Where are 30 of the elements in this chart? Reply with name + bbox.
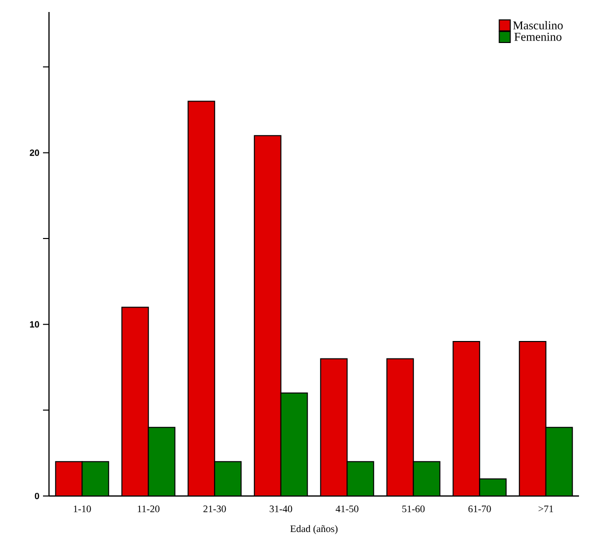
legend-label: Femenino: [514, 32, 562, 41]
x-tick-label: >71: [538, 506, 554, 512]
x-tick-label: 41-50: [336, 506, 358, 512]
x-tick-label: 21-30: [203, 506, 226, 512]
bar: [545, 426, 573, 496]
bar: [56, 462, 82, 496]
x-axis-title: Edad (años): [290, 525, 338, 534]
bar: [453, 342, 480, 496]
bar: [320, 358, 348, 496]
bar: [148, 427, 175, 496]
x-tick-label: 31-40: [270, 506, 292, 512]
bar: [386, 358, 414, 496]
bar: [188, 101, 215, 496]
bar: [280, 393, 308, 496]
x-tick-label: 1-10: [74, 506, 91, 512]
bar: [214, 462, 242, 496]
x-tick-label: 51-60: [402, 506, 425, 512]
x-tick-label: 61-70: [468, 506, 491, 512]
legend-label: Masculino: [513, 21, 563, 30]
bar: [518, 341, 546, 496]
y-tick-label: 10: [30, 321, 40, 328]
bar: [413, 462, 440, 496]
bar: [122, 307, 148, 496]
x-tick-label: 11-20: [138, 506, 160, 512]
bar: [347, 462, 374, 496]
bar: [82, 462, 109, 496]
bar: [480, 478, 506, 496]
bar: [254, 136, 281, 496]
y-tick-label: 20: [30, 150, 40, 156]
y-tick-label: 0: [34, 492, 40, 500]
